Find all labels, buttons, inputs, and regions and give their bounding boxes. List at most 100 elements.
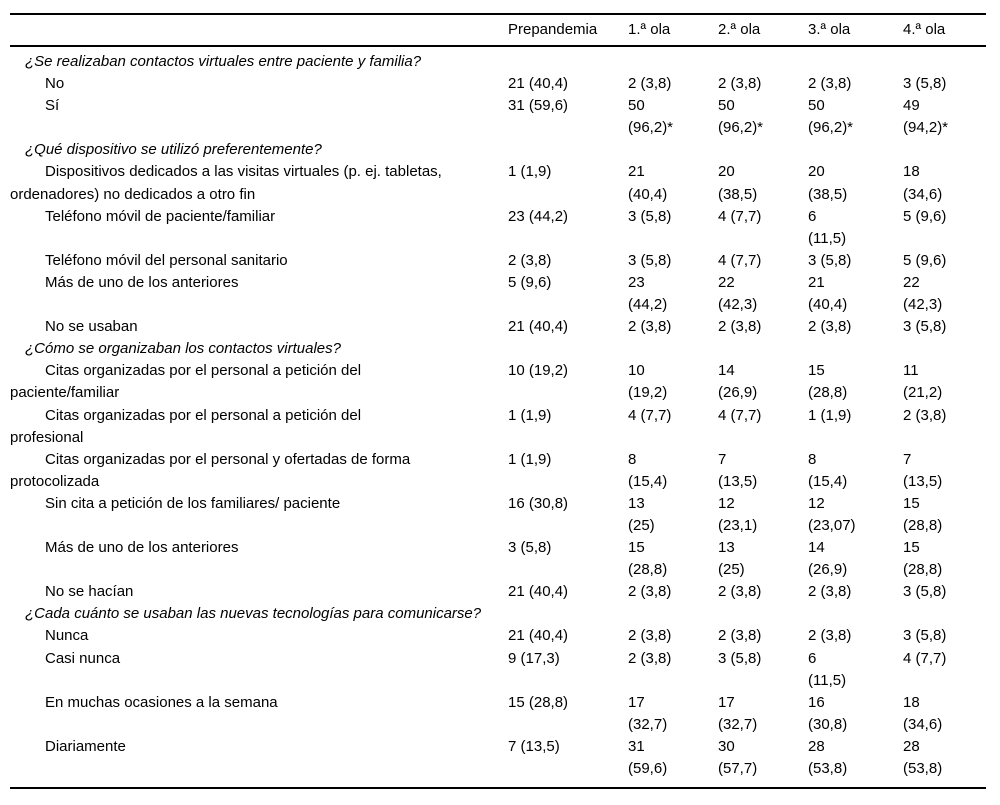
cell-value: 2 (3,8) [808, 583, 852, 601]
section-header-row: ¿Cada cuánto se usaban las nuevas tecnol… [10, 603, 986, 625]
cell-value: 16 (30,8) [508, 494, 569, 512]
cell-value: 49 (94,2)* [903, 97, 949, 137]
table-row: No se usaban 21 (40,4) 2 (3,8) 2 (3,8) 2 (3,… [10, 316, 986, 338]
cell-value: 2 (3,8) [628, 649, 672, 667]
table-row: Teléfono móvil del personal sanitario 2 (… [10, 250, 986, 272]
cell-value: 22 (42,3) [903, 273, 943, 314]
cell-value: 6 (11,5) [808, 207, 847, 247]
column-header-ola-3: 3.ª ola [808, 14, 903, 47]
cell-value: 9 (17,3) [508, 649, 560, 667]
cell-value: 21 (40,4) [508, 627, 569, 645]
section-header: ¿Se realizaban contactos virtuales entre… [25, 53, 422, 70]
cell-value: 2 (3,8) [808, 318, 852, 336]
cell-value: 15 (28,8) [808, 362, 848, 402]
table-row: Sí 31 (59,6) 50 (96,2)* 50 (96,2)* 50 (96,2)… [10, 95, 986, 139]
cell-value: 3 (5,8) [903, 75, 947, 93]
cell-value: 4 (7,7) [718, 406, 762, 424]
column-header-ola-1: 1.ª ola [628, 14, 718, 47]
cell-value: 1 (1,9) [508, 406, 552, 424]
section-header-row: ¿Se realizaban contactos virtuales entre… [10, 46, 986, 73]
cell-value: 15 (28,8) [903, 539, 943, 579]
table-row: Citas organizadas por el personal a peti… [10, 405, 986, 449]
cell-value: 2 (3,8) [628, 318, 672, 336]
cell-value: 21 (40,4) [808, 273, 848, 314]
cell-value: 7 (13,5) [903, 450, 943, 490]
row-label: Diariamente [45, 737, 126, 755]
table-body: ¿Se realizaban contactos virtuales entre… [10, 46, 986, 788]
cell-value: 7 (13,5) [718, 450, 758, 490]
row-label: No se hacían [45, 583, 134, 601]
cell-value: 12 (23,1) [718, 494, 758, 534]
cell-value: 3 (5,8) [903, 627, 947, 645]
cell-value: 14 (26,9) [808, 539, 848, 579]
table-row: No se hacían 21 (40,4) 2 (3,8) 2 (3,8) 2 (3,… [10, 581, 986, 603]
section-header-row: ¿Qué dispositivo se utilizó preferenteme… [10, 139, 986, 161]
cell-value: 12 (23,07) [808, 494, 856, 534]
cell-value: 23 (44,2) [508, 207, 569, 225]
cell-value: 2 (3,8) [718, 318, 762, 336]
table-row: Más de uno de los anteriores 5 (9,6) 23 (4… [10, 272, 986, 316]
table-row: En muchas ocasiones a la semana 15 (28,8)… [10, 692, 986, 736]
survey-table: Prepandemia 1.ª ola 2.ª ola 3.ª ola 4.ª … [10, 13, 986, 790]
cell-value: 14 (26,9) [718, 362, 758, 402]
column-header-prepandemia: Prepandemia [508, 14, 628, 47]
cell-value: 15 (28,8) [508, 693, 569, 711]
header-row: Prepandemia 1.ª ola 2.ª ola 3.ª ola 4.ª … [10, 14, 986, 47]
row-label: Casi nunca [45, 649, 121, 667]
table-row: Casi nunca 9 (17,3) 2 (3,8) 3 (5,8) 6 (11,5)… [10, 648, 986, 692]
cell-value: 23 (44,2) [628, 273, 668, 314]
cell-value: 31 (59,6) [508, 97, 569, 115]
cell-value: 21 (40,4) [508, 583, 569, 601]
cell-value: 13 (25) [718, 539, 745, 579]
row-label: Teléfono móvil de paciente/familiar [45, 207, 276, 225]
cell-value: 2 (3,8) [808, 75, 852, 93]
cell-value: 3 (5,8) [903, 318, 947, 336]
section-header: ¿Cómo se organizaban los contactos virtu… [25, 340, 341, 358]
cell-value: 4 (7,7) [903, 649, 947, 667]
cell-value: 4 (7,7) [718, 207, 762, 225]
cell-value: 20 (38,5) [808, 163, 848, 203]
cell-value: 20 (38,5) [718, 163, 758, 203]
cell-value: 21 (40,4) [508, 318, 569, 336]
table-row: Teléfono móvil de paciente/familiar 23 (4… [10, 206, 986, 250]
table-row: Diariamente 7 (13,5) 31 (59,6) 30 (57,7) 28 … [10, 736, 986, 788]
row-label: Sin cita a petición de los familiares/ p… [45, 494, 341, 512]
cell-value: 6 (11,5) [808, 649, 847, 689]
cell-value: 16 (30,8) [808, 693, 848, 733]
cell-value: 15 (28,8) [628, 539, 668, 579]
cell-value: 50 (96,2)* [808, 97, 854, 137]
cell-value: 4 (7,7) [628, 406, 672, 424]
row-label: Citas organizadas por el personal a peti… [10, 406, 362, 446]
table-row: No 21 (40,4) 2 (3,8) 2 (3,8) 2 (3,8) 3 (5,8) [10, 73, 986, 95]
table-row: Citas organizadas por el personal a peti… [10, 360, 986, 404]
cell-value: 10 (19,2) [508, 362, 569, 380]
cell-value: 2 (3,8) [508, 251, 552, 269]
cell-value: 18 (34,6) [903, 693, 943, 733]
cell-value: 15 (28,8) [903, 494, 943, 534]
cell-value: 50 (96,2)* [628, 97, 674, 137]
row-label: Dispositivos dedicados a las visitas vir… [10, 163, 442, 203]
section-header-row: ¿Cómo se organizaban los contactos virtu… [10, 338, 986, 360]
cell-value: 2 (3,8) [808, 627, 852, 645]
cell-value: 2 (3,8) [718, 75, 762, 93]
row-label: En muchas ocasiones a la semana [45, 693, 278, 711]
cell-value: 2 (3,8) [718, 627, 762, 645]
row-label: No se usaban [45, 318, 138, 336]
row-label: Más de uno de los anteriores [45, 273, 239, 291]
cell-value: 17 (32,7) [718, 693, 758, 733]
cell-value: 30 (57,7) [718, 737, 758, 777]
table-row: Dispositivos dedicados a las visitas vir… [10, 161, 986, 205]
cell-value: 1 (1,9) [508, 163, 552, 181]
table-row: Citas organizadas por el personal y ofer… [10, 449, 986, 493]
cell-value: 3 (5,8) [628, 207, 672, 225]
cell-value: 8 (15,4) [628, 450, 668, 490]
column-header-ola-2: 2.ª ola [718, 14, 808, 47]
cell-value: 28 (53,8) [808, 737, 848, 777]
cell-value: 5 (9,6) [508, 273, 552, 291]
section-header: ¿Qué dispositivo se utilizó preferenteme… [25, 141, 322, 159]
cell-value: 5 (9,6) [903, 251, 947, 269]
cell-value: 3 (5,8) [808, 251, 852, 269]
table-header: Prepandemia 1.ª ola 2.ª ola 3.ª ola 4.ª … [10, 14, 986, 47]
cell-value: 5 (9,6) [903, 207, 947, 225]
